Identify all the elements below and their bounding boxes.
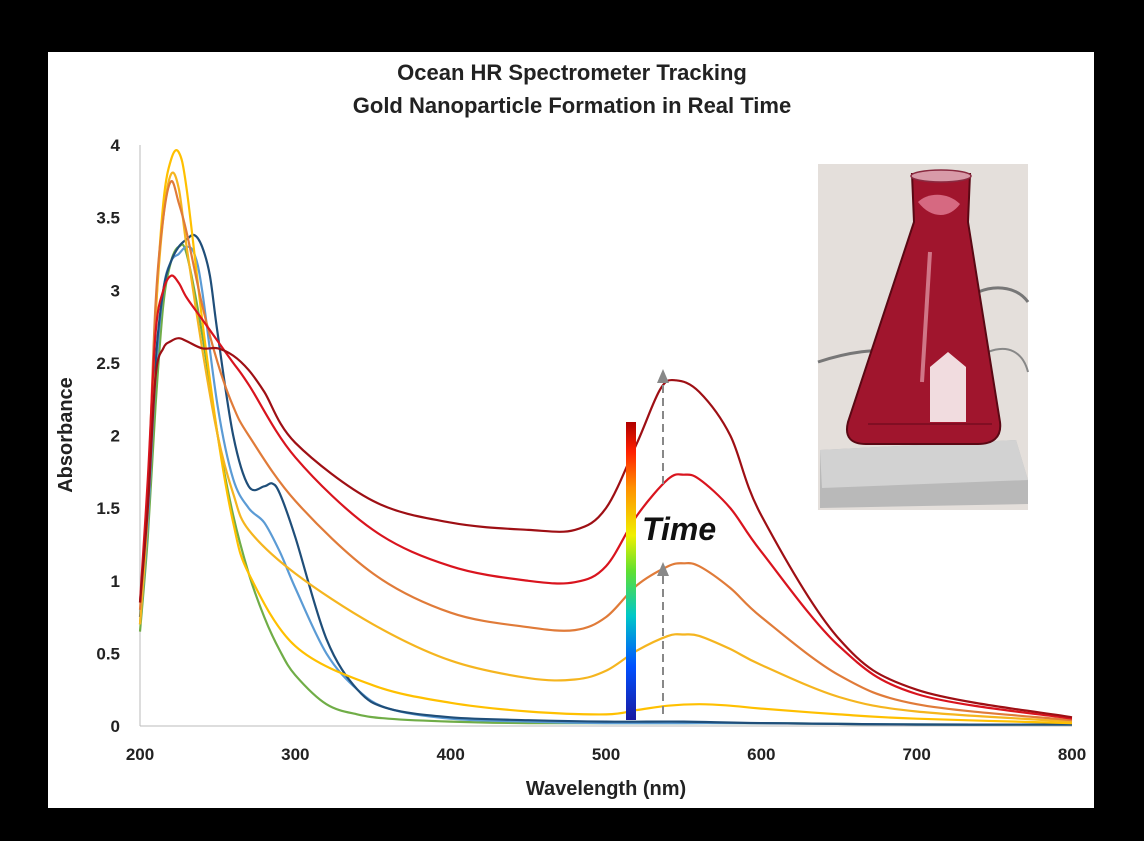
x-tick-label: 600 — [747, 745, 775, 764]
y-tick-label: 0.5 — [96, 644, 120, 663]
chart-frame: Ocean HR Spectrometer Tracking Gold Nano… — [48, 52, 1094, 808]
series-line-3 — [138, 233, 1073, 726]
time-arrowhead-upper — [657, 369, 669, 383]
x-tick-label: 500 — [592, 745, 620, 764]
series-line-8 — [138, 337, 1073, 719]
x-tick-label: 800 — [1058, 745, 1086, 764]
flask-photo — [817, 164, 1030, 510]
y-tick-label: 3.5 — [96, 209, 120, 228]
chart-title-line-2: Gold Nanoparticle Formation in Real Time — [353, 93, 791, 118]
x-tick-label: 700 — [902, 745, 930, 764]
time-arrowhead-lower — [657, 562, 669, 576]
y-tick-label: 0 — [111, 717, 120, 736]
chart-title-line-1: Ocean HR Spectrometer Tracking — [397, 60, 747, 85]
y-tick-label: 2 — [111, 427, 120, 446]
series-line-4 — [138, 149, 1073, 725]
time-annotation: Time — [642, 511, 716, 547]
time-gradient-bar — [626, 422, 636, 720]
y-axis-label: Absorbance — [55, 377, 77, 493]
chart-svg: Ocean HR Spectrometer Tracking Gold Nano… — [55, 60, 1086, 800]
x-tick-label: 300 — [281, 745, 309, 764]
x-axis-label: Wavelength (nm) — [526, 778, 686, 800]
y-tick-label: 1 — [111, 572, 120, 591]
series-line-6 — [138, 180, 1073, 722]
y-tick-label: 1.5 — [96, 499, 120, 518]
y-tick-label: 4 — [111, 136, 121, 155]
series-group — [138, 149, 1073, 726]
x-tick-label: 400 — [436, 745, 464, 764]
y-tick-labels: 0 0.5 1 1.5 2 2.5 3 3.5 4 — [96, 136, 120, 736]
y-tick-label: 3 — [111, 281, 120, 300]
x-tick-labels: 200 300 400 500 600 700 800 — [126, 745, 1086, 764]
y-tick-label: 2.5 — [96, 354, 120, 373]
series-line-7 — [138, 274, 1073, 720]
x-tick-label: 200 — [126, 745, 154, 764]
